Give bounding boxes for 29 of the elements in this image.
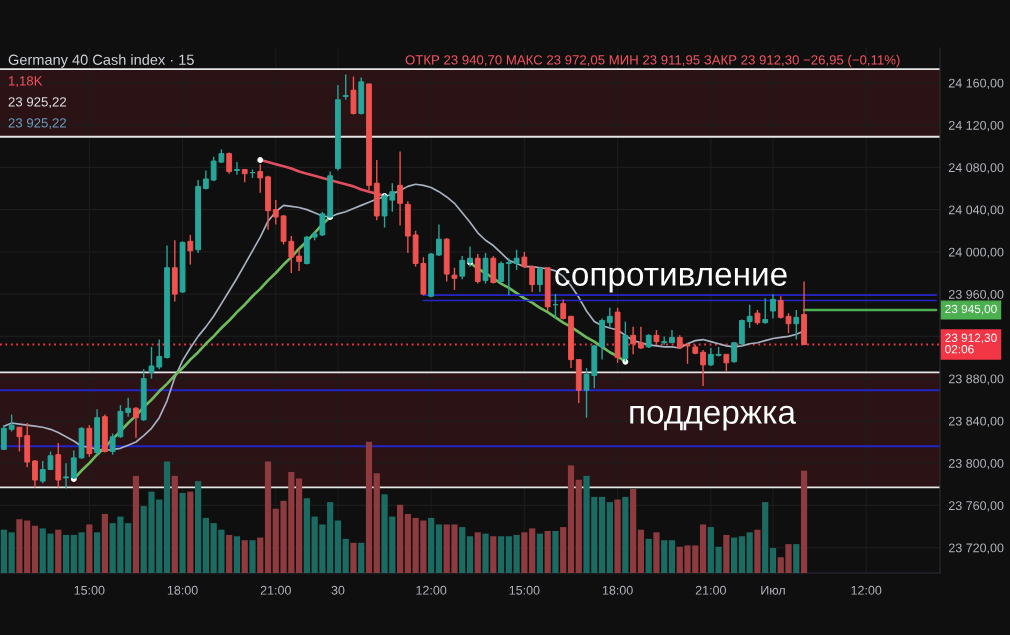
y-tick-label: 24 160,00 [948,78,1004,89]
y-tick-label: 24 080,00 [948,163,1004,174]
x-tick-label: 12:00 [416,585,447,595]
x-tick-label: 12:00 [851,585,882,595]
y-tick-label: 23 760,00 [948,501,1004,512]
y-tick-label: 24 120,00 [948,120,1004,132]
x-tick-label: 21:00 [260,585,291,595]
annotation: 23 925,22 [8,118,67,130]
x-tick-label: 18:00 [167,585,198,595]
y-tick-label: 23 840,00 [948,416,1004,428]
y-tick-label: 23 720,00 [948,543,1004,554]
y-tick-label: 23 880,00 [948,374,1004,385]
x-tick-label: Июл [761,585,785,595]
annotation: 1,18K [9,76,43,88]
y-tick-label: 23 960,00 [948,289,1004,301]
y-tick-label: 24 040,00 [948,205,1004,216]
x-tick-label: 18:00 [602,585,633,595]
chart-title: Germany 40 Cash index · 15 [8,54,194,68]
x-tick-label: 15:00 [74,585,105,595]
y-tick-label: 24 000,00 [948,247,1004,258]
x-tick-label: 30 [331,585,345,595]
x-tick-label: 15:00 [509,585,540,595]
chart-subtitle: ОТКР 23 940,70 МАКС 23 972,05 МИН 23 911,95 ЗАКР 23 912,30 −26,95 (−0,11%) [405,54,900,68]
ref-line-label: 23 912,30 02:06 [945,333,997,354]
x-tick-label: 21:00 [695,585,726,595]
y-tick-label: 23 800,00 [948,458,1004,470]
annotation: 23 925,22 [8,97,67,109]
series-label: 23 945,00 [945,304,997,315]
annotation: поддержка [630,405,796,431]
